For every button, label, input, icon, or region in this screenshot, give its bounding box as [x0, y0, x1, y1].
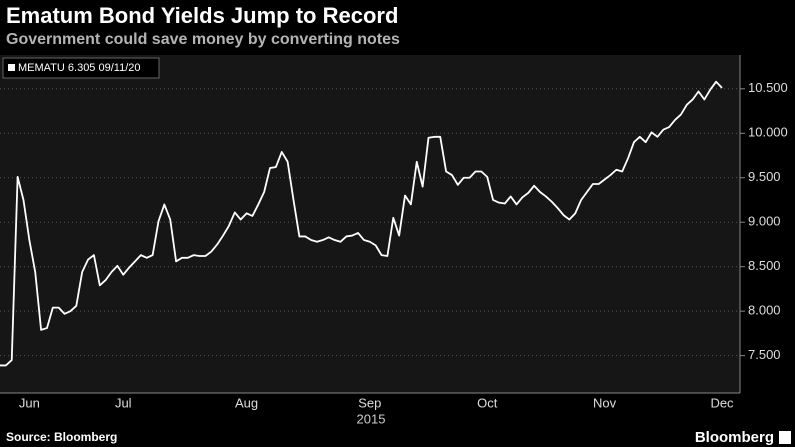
legend-label: MEMATU 6.305 09/11/20 — [18, 62, 141, 74]
x-tick-label: Jun — [19, 395, 40, 410]
y-tick-label: 9.000 — [748, 214, 781, 229]
chart-subtitle: Government could save money by convertin… — [6, 31, 400, 48]
x-tick-label: Nov — [593, 395, 617, 410]
brand: Bloomberg — [695, 429, 774, 446]
x-tick-label: Jul — [115, 395, 132, 410]
x-tick-label: Sep — [358, 395, 381, 410]
plot-area — [0, 55, 740, 393]
x-tick-label: Oct — [477, 395, 498, 410]
x-axis-label: 2015 — [357, 411, 386, 426]
brand-icon — [779, 431, 791, 444]
y-tick-label: 7.500 — [748, 347, 781, 362]
source: Source: Bloomberg — [6, 430, 117, 444]
x-tick-label: Aug — [235, 395, 258, 410]
y-tick-label: 10.500 — [748, 80, 788, 95]
y-tick-label: 8.000 — [748, 303, 781, 318]
y-tick-label: 8.500 — [748, 258, 781, 273]
legend-swatch — [8, 64, 15, 71]
line-series — [0, 80, 723, 367]
y-tick-label: 10.000 — [748, 125, 788, 140]
legend — [2, 57, 160, 79]
x-tick-label: Dec — [710, 395, 734, 410]
y-tick-label: 9.500 — [748, 169, 781, 184]
chart-title: Ematum Bond Yields Jump to Record — [6, 3, 398, 28]
